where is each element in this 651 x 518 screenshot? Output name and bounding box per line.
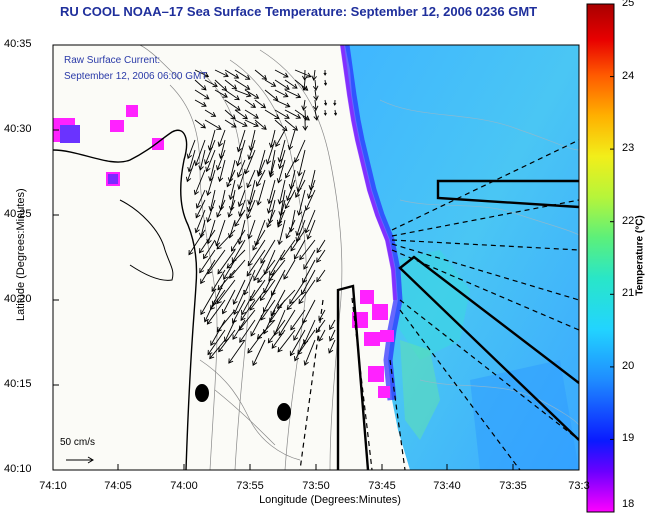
colorbar-tick-label: 25 <box>622 0 635 9</box>
colorbar-tick-label: 19 <box>622 432 635 444</box>
axis-ticks <box>52 44 580 471</box>
y-tick-label: 40:35 <box>4 38 32 50</box>
current-label-line2: September 12, 2006 06:00 GMT <box>64 71 208 82</box>
y-tick-label: 40:15 <box>4 378 32 390</box>
colorbar-tick-label: 20 <box>622 360 635 372</box>
ocean-contours <box>379 99 579 426</box>
scale-label: 50 cm/s <box>60 437 96 448</box>
current-vectors <box>185 69 338 367</box>
cool-patch <box>470 360 579 470</box>
colorbar-tick-label: 21 <box>622 287 635 299</box>
station-marker <box>277 403 291 421</box>
x-tick-label: 73:50 <box>302 480 330 492</box>
coastline <box>119 199 174 281</box>
current-label: Raw Surface Current: September 12, 2006 … <box>64 53 207 85</box>
scale-arrow <box>66 456 94 464</box>
cold-pixels <box>53 105 394 398</box>
colorbar-tick-label: 18 <box>622 498 635 510</box>
current-label-line1: Raw Surface Current: <box>64 55 161 66</box>
y-tick-label: 40:25 <box>4 208 32 220</box>
coastline <box>53 129 198 470</box>
survey-boxes <box>336 179 579 470</box>
x-tick-label: 73:40 <box>433 480 461 492</box>
colorbar-tick-label: 24 <box>622 70 635 82</box>
y-tick-label: 40:10 <box>4 463 32 475</box>
y-axis-label: Latitude (Degrees:Minutes) <box>15 188 27 321</box>
warm-patch <box>395 250 470 360</box>
colorbar-ticks <box>610 3 614 513</box>
x-tick-label: 73:3 <box>568 480 590 492</box>
page-title: RU COOL NOAA–17 Sea Surface Temperature:… <box>60 4 538 19</box>
warm-patch <box>400 340 440 440</box>
thermal-front <box>340 45 397 301</box>
colorbar-tick-label: 22 <box>622 215 635 227</box>
x-tick-label: 73:45 <box>368 480 396 492</box>
x-tick-label: 73:55 <box>236 480 264 492</box>
x-tick-label: 74:05 <box>104 480 132 492</box>
colorbar-tick-label: 23 <box>622 142 635 154</box>
colorbar-label: Temperature (°C) <box>634 215 646 296</box>
x-axis-label: Longitude (Degrees:Minutes) <box>259 494 401 506</box>
x-tick-label: 74:00 <box>170 480 198 492</box>
y-tick-label: 40:20 <box>4 293 32 305</box>
x-tick-label: 73:35 <box>499 480 527 492</box>
colorbar <box>586 3 615 513</box>
x-tick-label: 74:10 <box>39 480 67 492</box>
station-marker <box>195 384 209 402</box>
y-tick-label: 40:30 <box>4 123 32 135</box>
